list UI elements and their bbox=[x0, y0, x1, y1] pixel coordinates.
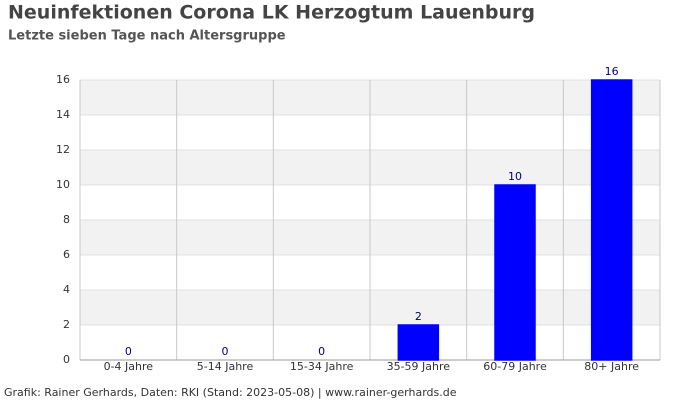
x-tick-label: 0-4 Jahre bbox=[104, 360, 154, 373]
value-label: 0 bbox=[318, 345, 325, 358]
y-tick-label: 0 bbox=[63, 353, 70, 366]
y-tick-label: 10 bbox=[56, 178, 70, 191]
bar bbox=[590, 79, 633, 361]
y-tick-label: 6 bbox=[63, 248, 70, 261]
y-tick-label: 16 bbox=[56, 73, 70, 86]
value-label: 0 bbox=[222, 345, 229, 358]
y-tick-label: 14 bbox=[56, 108, 70, 121]
source: Grafik: Rainer Gerhards, Daten: RKI (Sta… bbox=[4, 386, 457, 399]
chart-subtitle: Letzte sieben Tage nach Altersgruppe bbox=[8, 29, 286, 44]
bar bbox=[397, 324, 440, 361]
y-tick-label: 4 bbox=[63, 283, 70, 296]
x-tick-label: 80+ Jahre bbox=[584, 360, 639, 373]
x-tick-label: 5-14 Jahre bbox=[197, 360, 254, 373]
chart-title: Neuinfektionen Corona LK Herzogtum Lauen… bbox=[8, 2, 535, 24]
value-label: 10 bbox=[508, 170, 522, 183]
x-tick-label: 60-79 Jahre bbox=[483, 360, 547, 373]
value-label: 2 bbox=[415, 310, 422, 323]
x-tick-label: 15-34 Jahre bbox=[290, 360, 354, 373]
bar bbox=[494, 184, 536, 361]
y-tick-label: 2 bbox=[63, 318, 70, 331]
x-tick-label: 35-59 Jahre bbox=[387, 360, 451, 373]
y-tick-label: 12 bbox=[56, 143, 70, 156]
value-label: 16 bbox=[605, 65, 619, 78]
value-label: 0 bbox=[125, 345, 132, 358]
y-tick-label: 8 bbox=[63, 213, 70, 226]
